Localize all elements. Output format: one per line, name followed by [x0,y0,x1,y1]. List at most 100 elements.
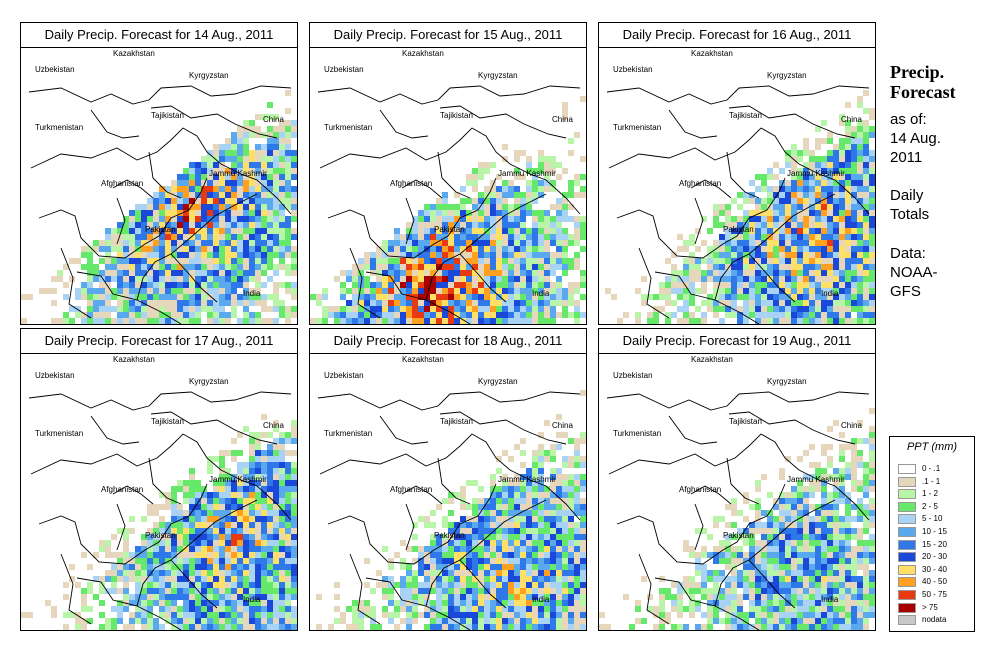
map-label-jammu-kashmir: Jammu Kashmir [787,169,845,178]
side-title-line1: Precip. [890,62,945,82]
map-label-pakistan: Pakistan [434,225,465,234]
legend-swatch [898,501,916,512]
data-line1: Data: [890,245,926,262]
legend-item: > 75 [898,602,972,614]
legend-item: 50 - 75 [898,589,972,601]
as-of-line2: 14 Aug. [890,130,941,147]
map-label-pakistan: Pakistan [145,225,176,234]
legend-title: PPT (mm) [906,441,958,453]
data-line2: NOAA- [890,264,938,281]
forecast-panel-1: Daily Precip. Forecast for 14 Aug., 2011… [20,22,298,325]
map-label-uzbekistan: Uzbekistan [613,65,653,74]
map-label-kyrgyzstan: Kyrgyzstan [767,377,807,386]
as-of-text: as of: 14 Aug. 2011 [890,110,941,167]
precip-map: Kazakhstan Uzbekistan Kyrgyzstan Tajikistan… [310,354,586,630]
map-label-afghanistan: Afghanistan [390,485,432,494]
map-label-kyrgyzstan: Kyrgyzstan [189,377,229,386]
map-label-turkmenistan: Turkmenistan [35,429,83,438]
panel-title: Daily Precip. Forecast for 18 Aug., 2011 [310,329,586,354]
map-label-uzbekistan: Uzbekistan [324,65,364,74]
legend-swatch [898,602,916,613]
legend-item: 10 - 15 [898,526,972,538]
map-label-kyrgyzstan: Kyrgyzstan [189,71,229,80]
map-svg: Kazakhstan Uzbekistan Kyrgyzstan Tajikistan… [605,49,875,324]
legend-label: nodata [922,615,947,625]
map-label-india: India [532,595,550,604]
map-svg: Kazakhstan Uzbekistan Kyrgyzstan Tajikistan… [316,355,586,630]
panel-title: Daily Precip. Forecast for 19 Aug., 2011 [599,329,875,354]
map-label-china: China [552,421,573,430]
map-label-turkmenistan: Turkmenistan [324,429,372,438]
forecast-panel-3: Daily Precip. Forecast for 16 Aug., 2011… [598,22,876,325]
map-label-uzbekistan: Uzbekistan [324,371,364,380]
legend-label: 40 - 50 [922,577,947,587]
legend-label: .1 - 1 [922,476,941,486]
map-label-pakistan: Pakistan [723,225,754,234]
legend-label: 30 - 40 [922,564,947,574]
legend-item: 20 - 30 [898,551,972,563]
totals-line2: Totals [890,206,930,223]
map-label-turkmenistan: Turkmenistan [613,123,661,132]
map-label-afghanistan: Afghanistan [101,179,143,188]
legend-item: 40 - 50 [898,576,972,588]
legend-item: 1 - 2 [898,488,972,500]
panel-title: Daily Precip. Forecast for 15 Aug., 2011 [310,23,586,48]
map-label-kyrgyzstan: Kyrgyzstan [478,71,518,80]
totals-line1: Daily [890,187,924,204]
as-of-line3: 2011 [890,149,923,166]
map-label-kazakhstan: Kazakhstan [691,355,733,364]
map-label-india: India [532,289,550,298]
map-label-tajikistan: Tajikistan [440,417,473,426]
legend-label: 10 - 15 [922,527,947,536]
legend-item: 15 - 20 [898,539,972,551]
precip-legend: PPT (mm) 0 - .1 .1 - 1 1 - 2 2 - 5 5 - 10 10 … [889,436,975,632]
map-label-afghanistan: Afghanistan [679,485,721,494]
map-label-jammu-kashmir: Jammu Kashmir [498,169,556,178]
map-label-afghanistan: Afghanistan [390,179,432,188]
legend-swatch [898,464,916,474]
side-title-line2: Forecast [890,82,956,102]
map-svg: Kazakhstan Uzbekistan Kyrgyzstan Tajikistan… [21,355,297,630]
precip-map: Kazakhstan Uzbekistan Kyrgyzstan Tajikistan… [21,48,297,324]
legend-swatch [898,590,916,600]
map-label-jammu-kashmir: Jammu Kashmir [209,475,267,484]
legend-swatch [898,539,916,550]
map-label-tajikistan: Tajikistan [729,111,762,120]
precip-map: Kazakhstan Uzbekistan Kyrgyzstan Tajikistan… [599,48,875,324]
legend-swatch [898,527,916,537]
panel-title: Daily Precip. Forecast for 16 Aug., 2011 [599,23,875,48]
legend-swatch [898,552,916,563]
map-label-tajikistan: Tajikistan [729,417,762,426]
map-label-tajikistan: Tajikistan [151,417,184,426]
forecast-panel-6: Daily Precip. Forecast for 19 Aug., 2011… [598,328,876,631]
map-label-tajikistan: Tajikistan [151,111,184,120]
legend-label: > 75 [922,602,938,612]
map-label-pakistan: Pakistan [723,531,754,540]
forecast-panel-4: Daily Precip. Forecast for 17 Aug., 2011… [20,328,298,631]
data-source-text: Data: NOAA- GFS [890,244,938,301]
map-label-jammu-kashmir: Jammu Kashmir [209,169,267,178]
as-of-line1: as of: [890,111,927,128]
map-label-kazakhstan: Kazakhstan [691,49,733,58]
map-label-india: India [243,595,261,604]
legend-label: 50 - 75 [922,590,947,599]
forecast-panel-5: Daily Precip. Forecast for 18 Aug., 2011… [309,328,587,631]
map-label-china: China [841,115,862,124]
legend-label: 15 - 20 [922,539,947,549]
legend-label: 2 - 5 [922,501,939,511]
map-label-india: India [243,289,261,298]
map-label-china: China [263,115,284,124]
legend-label: 1 - 2 [922,489,939,499]
map-label-india: India [821,289,839,298]
map-label-afghanistan: Afghanistan [101,485,143,494]
map-label-china: China [552,115,573,124]
panel-title: Daily Precip. Forecast for 17 Aug., 2011 [21,329,297,354]
precip-map: Kazakhstan Uzbekistan Kyrgyzstan Tajikistan… [599,354,875,630]
map-label-jammu-kashmir: Jammu Kashmir [787,475,845,484]
map-label-kazakhstan: Kazakhstan [113,355,155,364]
map-label-uzbekistan: Uzbekistan [35,65,75,74]
legend-swatch [898,615,916,626]
map-label-turkmenistan: Turkmenistan [613,429,661,438]
map-label-india: India [821,595,839,604]
legend-label: 20 - 30 [922,552,947,562]
